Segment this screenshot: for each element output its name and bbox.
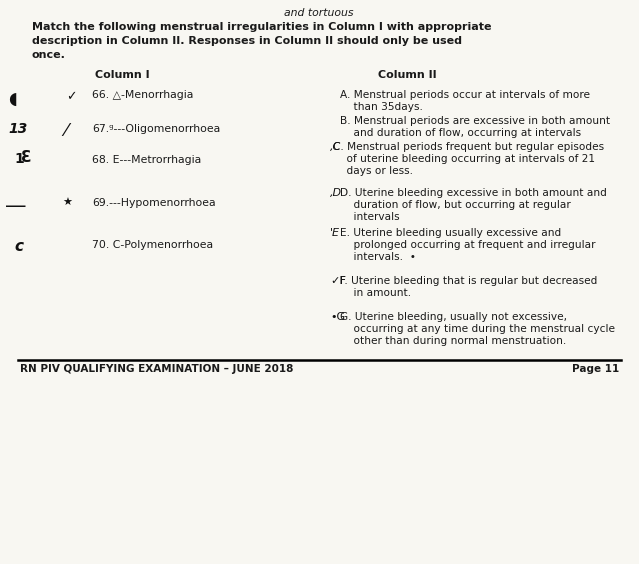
Text: once.: once. [32, 50, 66, 60]
Text: c: c [14, 239, 23, 254]
Text: G. Uterine bleeding, usually not excessive,: G. Uterine bleeding, usually not excessi… [340, 312, 567, 322]
Text: Column I: Column I [95, 70, 150, 80]
Text: 70. C-Polymenorrhoea: 70. C-Polymenorrhoea [92, 240, 213, 250]
Text: ,C: ,C [330, 142, 341, 152]
Text: 1: 1 [14, 152, 24, 166]
Text: 69.---Hypomenorrhoea: 69.---Hypomenorrhoea [92, 198, 215, 208]
Text: E. Uterine bleeding usually excessive and: E. Uterine bleeding usually excessive an… [340, 228, 561, 238]
Text: intervals: intervals [340, 212, 399, 222]
Text: of uterine bleeding occurring at intervals of 21: of uterine bleeding occurring at interva… [333, 154, 595, 164]
Text: ,D: ,D [330, 188, 342, 198]
Text: and duration of flow, occurring at intervals: and duration of flow, occurring at inter… [340, 128, 581, 138]
Text: B. Menstrual periods are excessive in both amount: B. Menstrual periods are excessive in bo… [340, 116, 610, 126]
Text: ⁄: ⁄ [64, 122, 67, 140]
Text: C. Menstrual periods frequent but regular episodes: C. Menstrual periods frequent but regula… [333, 142, 604, 152]
Text: prolonged occurring at frequent and irregular: prolonged occurring at frequent and irre… [340, 240, 596, 250]
Text: description in Column II. Responses in Column II should only be used: description in Column II. Responses in C… [32, 36, 462, 46]
Text: intervals.  •: intervals. • [340, 252, 416, 262]
Text: Page 11: Page 11 [572, 364, 619, 374]
Text: Match the following menstrual irregularities in Column I with appropriate: Match the following menstrual irregulari… [32, 22, 491, 32]
Text: 13: 13 [8, 122, 27, 136]
Text: occurring at any time during the menstrual cycle: occurring at any time during the menstru… [340, 324, 615, 334]
Text: A. Menstrual periods occur at intervals of more: A. Menstrual periods occur at intervals … [340, 90, 590, 100]
Text: ★: ★ [62, 198, 72, 208]
Text: ✓: ✓ [66, 90, 77, 103]
Text: 'E: 'E [330, 228, 340, 238]
Text: ◖: ◖ [8, 90, 17, 108]
Text: other than during normal menstruation.: other than during normal menstruation. [340, 336, 566, 346]
Text: duration of flow, but occurring at regular: duration of flow, but occurring at regul… [340, 200, 571, 210]
Text: 66. △-Menorrhagia: 66. △-Menorrhagia [92, 90, 194, 100]
Text: ―: ― [6, 197, 26, 216]
Text: than 35days.: than 35days. [340, 102, 423, 112]
Text: days or less.: days or less. [333, 166, 413, 176]
Text: and tortuous: and tortuous [284, 8, 354, 18]
Text: D. Uterine bleeding excessive in both amount and: D. Uterine bleeding excessive in both am… [340, 188, 607, 198]
Text: Column II: Column II [378, 70, 436, 80]
Text: 68. E---Metrorrhagia: 68. E---Metrorrhagia [92, 155, 201, 165]
Text: RN PIV QUALIFYING EXAMINATION – JUNE 2018: RN PIV QUALIFYING EXAMINATION – JUNE 201… [20, 364, 293, 374]
Text: Ɛ: Ɛ [21, 150, 31, 165]
Text: ✓F: ✓F [330, 276, 346, 286]
Text: 67.ᵍ---Oligomenorrhoea: 67.ᵍ---Oligomenorrhoea [92, 124, 220, 134]
Text: in amount.: in amount. [340, 288, 411, 298]
Text: •G: •G [330, 312, 345, 322]
Text: F. Uterine bleeding that is regular but decreased: F. Uterine bleeding that is regular but … [340, 276, 597, 286]
